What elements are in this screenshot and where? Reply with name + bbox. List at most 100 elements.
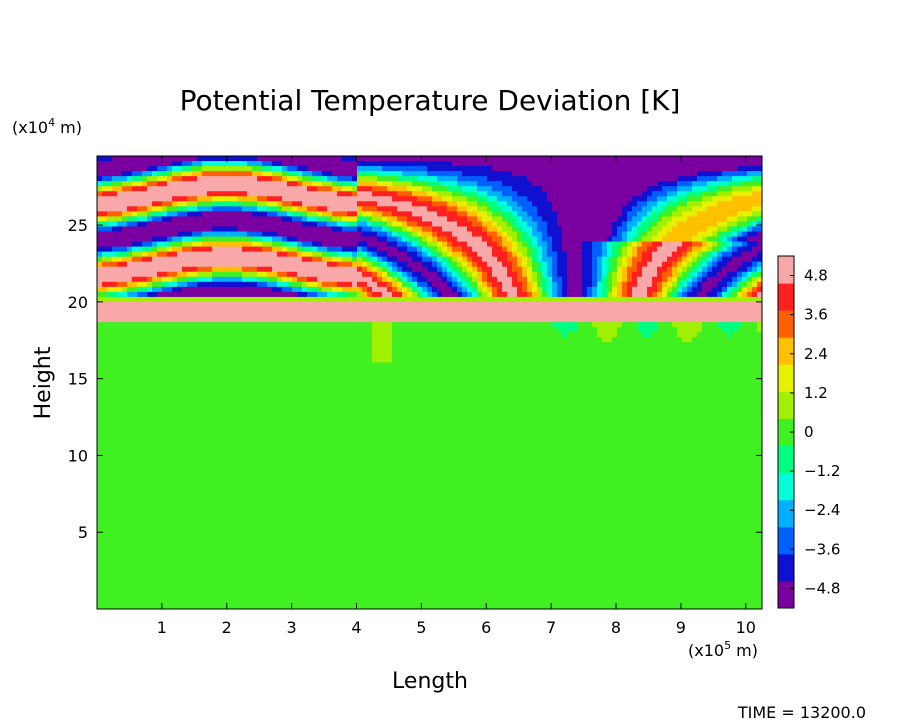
heatmap-cell — [487, 216, 493, 223]
heatmap-cell — [192, 186, 198, 192]
heatmap-cell — [637, 296, 643, 303]
heatmap-cell — [97, 226, 103, 233]
heatmap-cell — [107, 307, 113, 313]
heatmap-cell — [192, 296, 198, 303]
heatmap-cell — [527, 271, 533, 278]
heatmap-cell — [372, 271, 378, 278]
heatmap-cell — [302, 296, 308, 303]
heatmap-cell — [217, 342, 223, 348]
heatmap-cell — [612, 261, 618, 268]
heatmap-cell — [472, 211, 478, 217]
heatmap-cell — [507, 281, 513, 288]
heatmap-cell — [227, 291, 233, 298]
heatmap-cell — [297, 246, 303, 253]
heatmap-cell — [422, 261, 428, 268]
heatmap-cell — [357, 226, 363, 233]
heatmap-cell — [647, 276, 653, 283]
heatmap-cell — [477, 332, 483, 338]
heatmap-cell — [677, 161, 683, 167]
heatmap-cell — [457, 266, 463, 273]
heatmap-cell — [542, 291, 548, 298]
heatmap-cell — [477, 201, 483, 207]
heatmap-cell — [672, 216, 678, 223]
heatmap-cell — [257, 166, 263, 172]
heatmap-cell — [312, 181, 318, 187]
heatmap-cell — [142, 166, 148, 172]
heatmap-cell — [332, 166, 338, 172]
heatmap-cell — [302, 322, 308, 328]
heatmap-cell — [417, 322, 423, 328]
heatmap-cell — [292, 206, 298, 212]
heatmap-cell — [687, 156, 693, 162]
heatmap-cell — [587, 171, 593, 177]
heatmap-cell — [267, 261, 273, 268]
heatmap-cell — [357, 161, 363, 167]
heatmap-cell — [697, 191, 703, 197]
heatmap-cell — [742, 206, 748, 212]
heatmap-cell — [437, 327, 443, 333]
heatmap-cell — [257, 317, 263, 323]
heatmap-cell — [252, 166, 258, 172]
heatmap-cell — [742, 307, 748, 313]
heatmap-cell — [732, 196, 738, 202]
heatmap-cell — [727, 296, 733, 303]
heatmap-cell — [577, 301, 583, 308]
heatmap-cell — [382, 317, 388, 323]
heatmap-cell — [202, 251, 208, 258]
heatmap-cell — [177, 281, 183, 288]
heatmap-cell — [512, 241, 518, 248]
heatmap-cell — [502, 256, 508, 263]
heatmap-cell — [337, 171, 343, 177]
heatmap-cell — [452, 246, 458, 253]
heatmap-cell — [117, 221, 123, 228]
heatmap-cell — [102, 216, 108, 223]
heatmap-cell — [657, 261, 663, 268]
heatmap-cell — [287, 236, 293, 243]
heatmap-cell — [152, 191, 158, 197]
heatmap-cell — [117, 241, 123, 248]
heatmap-cell — [402, 251, 408, 258]
heatmap-cell — [567, 301, 573, 308]
heatmap-cell — [272, 236, 278, 243]
heatmap-cell — [582, 317, 588, 323]
heatmap-cell — [287, 186, 293, 192]
heatmap-cell — [737, 231, 743, 238]
heatmap-cell — [527, 226, 533, 233]
heatmap-cell — [427, 332, 433, 338]
heatmap-cell — [107, 327, 113, 333]
heatmap-cell — [662, 166, 668, 172]
heatmap-cell — [287, 251, 293, 258]
heatmap-cell — [702, 266, 708, 273]
heatmap-cell — [357, 171, 363, 177]
heatmap-cell — [207, 281, 213, 288]
heatmap-cell — [397, 236, 403, 243]
heatmap-cell — [262, 211, 268, 217]
heatmap-cell — [427, 221, 433, 228]
heatmap-cell — [552, 156, 558, 162]
heatmap-cell — [687, 161, 693, 167]
heatmap-cell — [617, 312, 623, 318]
heatmap-cell — [132, 322, 138, 328]
heatmap-cell — [612, 332, 618, 338]
heatmap-cell — [177, 231, 183, 238]
heatmap-cell — [577, 332, 583, 338]
heatmap-cell — [497, 307, 503, 313]
heatmap-cell — [247, 246, 253, 253]
heatmap-cell — [377, 201, 383, 207]
heatmap-cell — [647, 256, 653, 263]
heatmap-cell — [487, 206, 493, 212]
heatmap-cell — [252, 286, 258, 293]
heatmap-cell — [252, 301, 258, 308]
heatmap-cell — [347, 241, 353, 248]
heatmap-cell — [727, 211, 733, 217]
heatmap-cell — [642, 291, 648, 298]
heatmap-cell — [557, 276, 563, 283]
heatmap-cell — [207, 261, 213, 268]
heatmap-cell — [477, 261, 483, 268]
heatmap-cell — [662, 286, 668, 293]
heatmap-cell — [697, 266, 703, 273]
heatmap-cell — [117, 281, 123, 288]
heatmap-cell — [177, 156, 183, 162]
heatmap-cell — [507, 211, 513, 217]
heatmap-cell — [112, 191, 118, 197]
